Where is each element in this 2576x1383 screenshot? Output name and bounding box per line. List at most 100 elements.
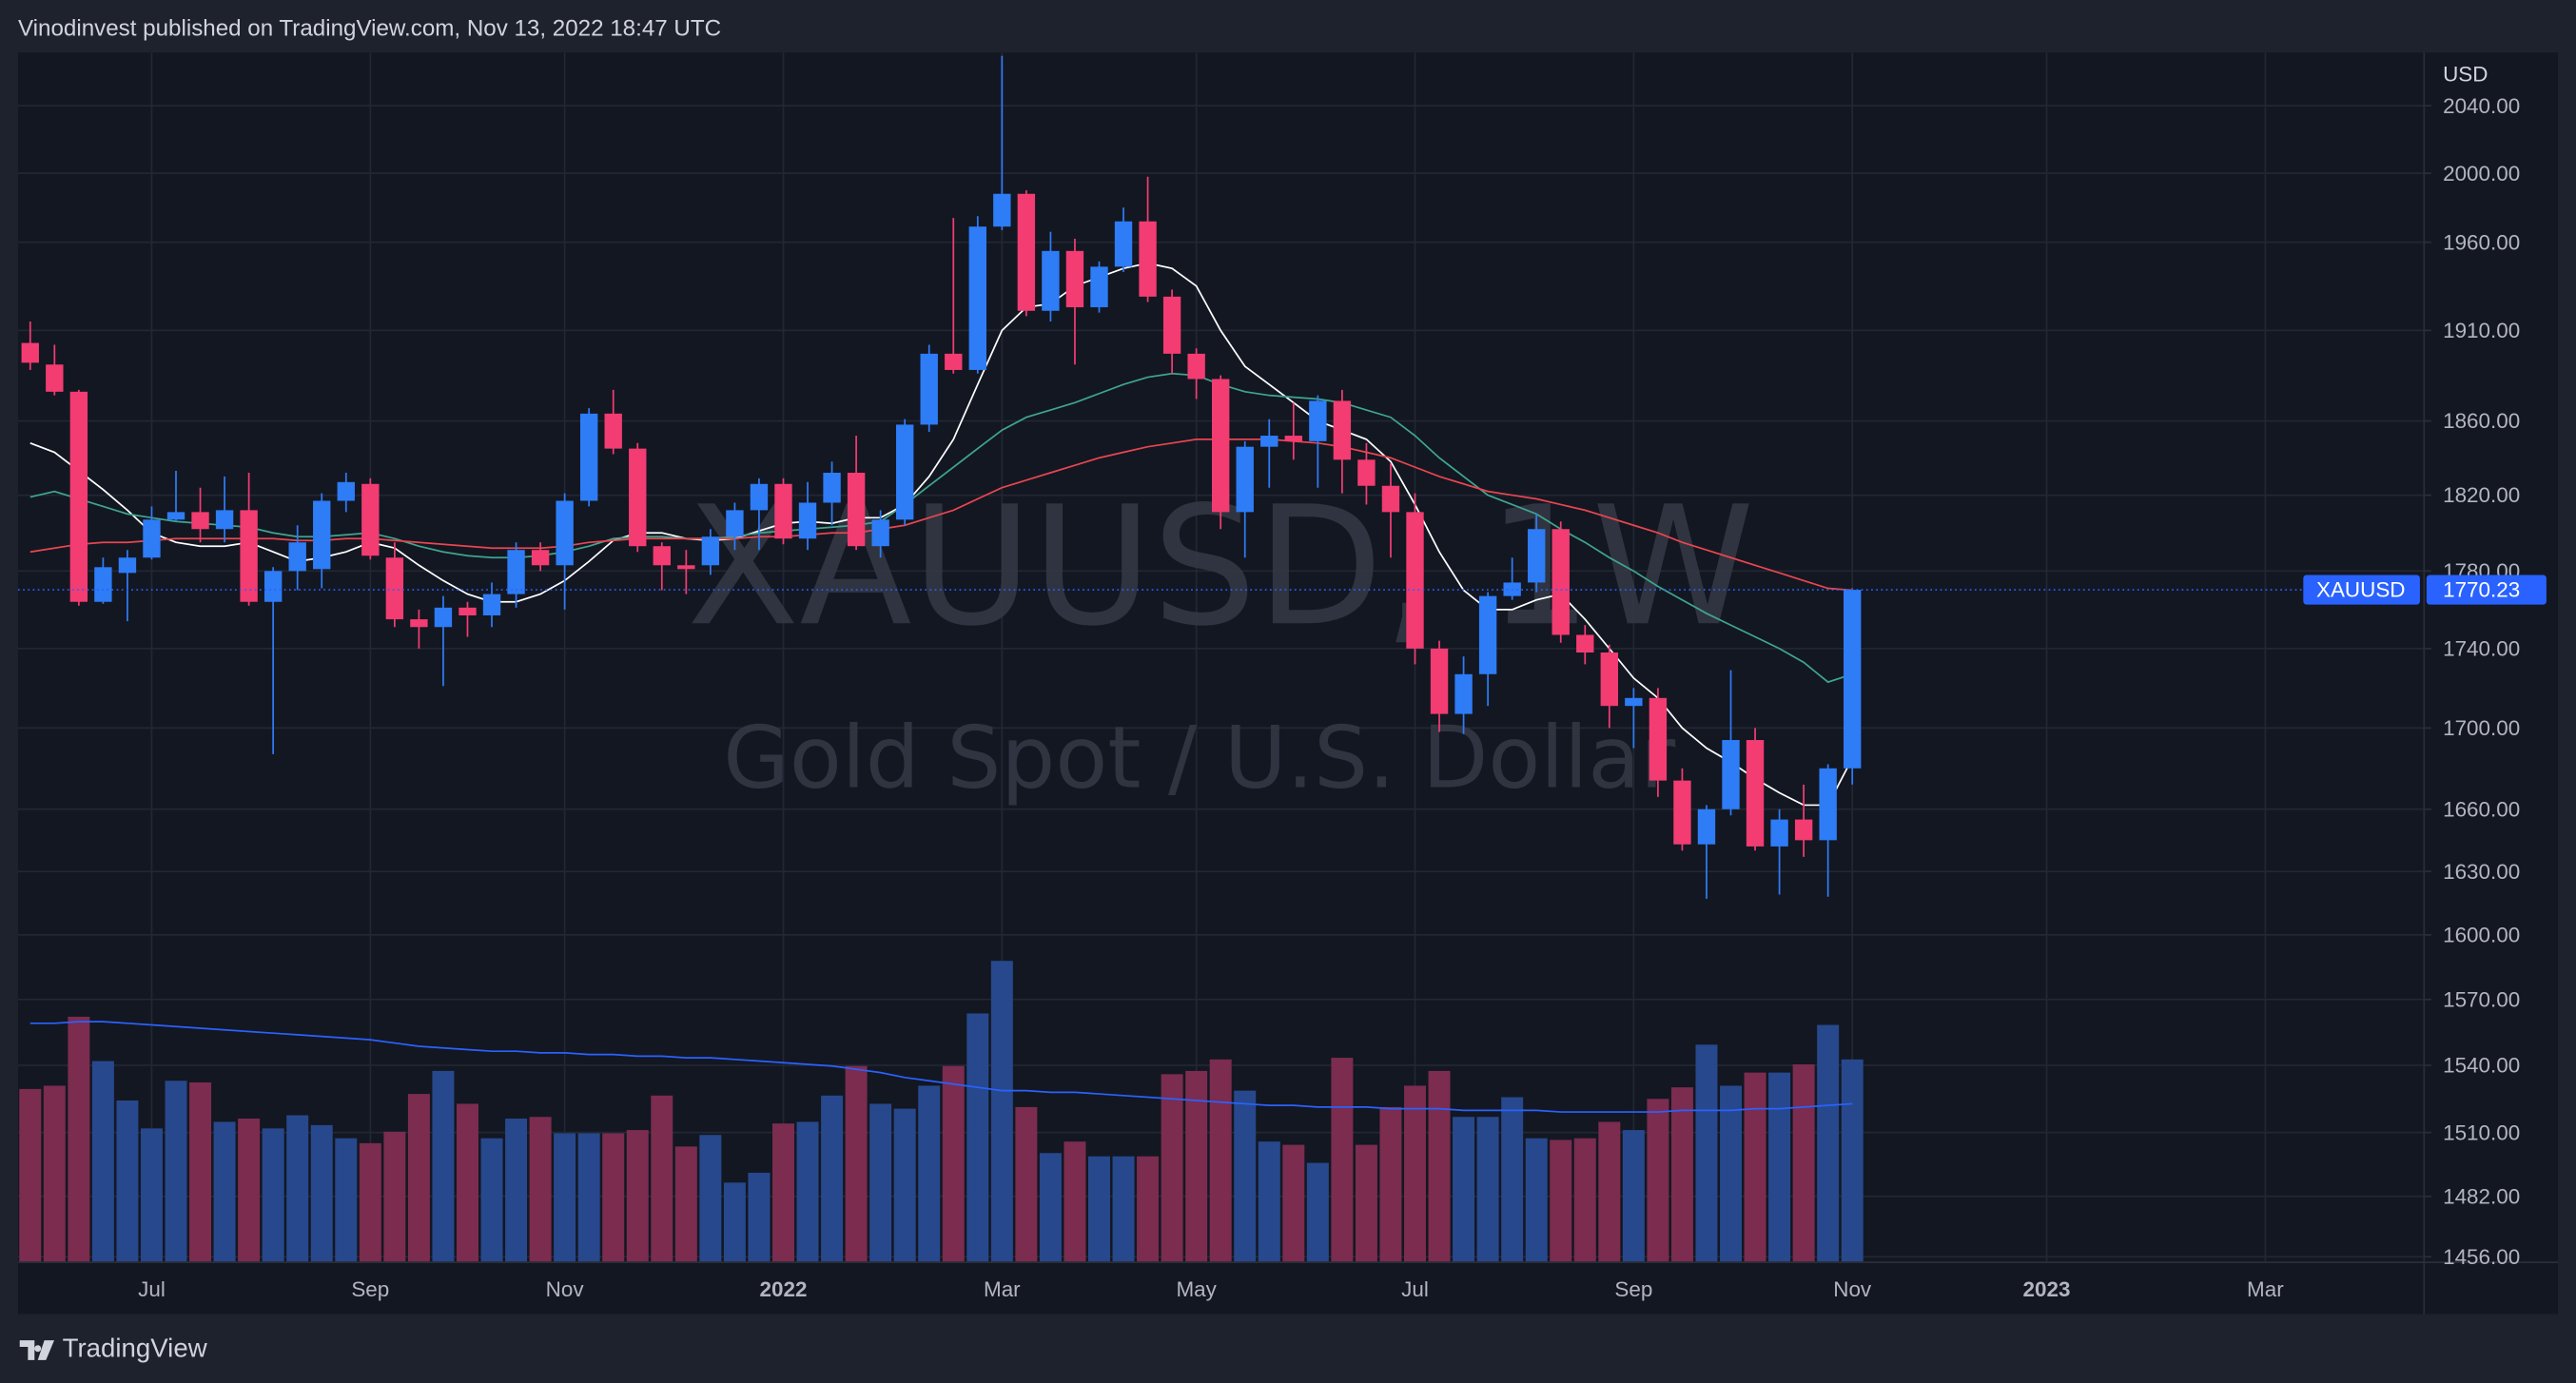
candle-body — [993, 193, 1011, 227]
volume-bar — [407, 1094, 430, 1262]
candle-body — [726, 510, 744, 537]
candle-body — [240, 510, 258, 602]
volume-bar — [1525, 1138, 1548, 1262]
candle-body — [677, 565, 695, 570]
candle-body — [1309, 400, 1327, 441]
volume-bar — [1234, 1090, 1257, 1262]
volume-bar — [869, 1103, 892, 1262]
volume-bar — [1428, 1070, 1451, 1262]
volume-bar — [335, 1138, 358, 1262]
candle-body — [1600, 653, 1619, 707]
volume-bar — [1598, 1121, 1621, 1262]
x-tick-label: Mar — [984, 1277, 1021, 1301]
y-tick-label: 1456.00 — [2443, 1245, 2520, 1269]
volume-bar — [432, 1070, 455, 1262]
candle-body — [410, 619, 428, 628]
x-tick-label: 2023 — [2023, 1277, 2071, 1301]
y-tick-label: 1600.00 — [2443, 924, 2520, 947]
candle-body — [1357, 459, 1376, 486]
candle-body — [166, 512, 185, 520]
y-tick-label: 1960.00 — [2443, 230, 2520, 254]
y-tick-label: 1910.00 — [2443, 319, 2520, 342]
volume-bar — [699, 1135, 722, 1262]
candle-body — [21, 342, 39, 363]
brand-logo — [19, 1340, 54, 1360]
x-tick-label: Nov — [1833, 1277, 1872, 1301]
candle-body — [895, 424, 914, 520]
volume-bar — [845, 1065, 868, 1262]
volume-bar — [1209, 1059, 1232, 1262]
candle-body — [1478, 595, 1497, 674]
candle-body — [288, 542, 306, 572]
volume-bar — [651, 1095, 673, 1262]
candle-body — [604, 413, 622, 449]
candle-body — [579, 413, 598, 501]
candle-body — [385, 557, 404, 620]
volume-bar — [310, 1124, 333, 1262]
y-tick-label: 1540.00 — [2443, 1054, 2520, 1078]
candle-body — [1454, 673, 1473, 714]
currency-label: USD — [2443, 62, 2488, 86]
x-tick-label: Sep — [351, 1277, 389, 1301]
volume-bar — [1550, 1140, 1572, 1262]
y-tick-label: 1510.00 — [2443, 1120, 2520, 1144]
volume-bar — [238, 1118, 261, 1262]
volume-bar — [213, 1121, 236, 1262]
candle-body — [313, 500, 331, 570]
candle-body — [1114, 221, 1133, 267]
volume-bar — [1622, 1130, 1645, 1262]
volume-bar — [748, 1172, 771, 1262]
volume-bar — [1306, 1162, 1329, 1262]
x-tick-label: Sep — [1614, 1277, 1652, 1301]
x-tick-label: Nov — [546, 1277, 585, 1301]
candle-body — [1649, 697, 1668, 781]
x-tick-label: Jul — [1401, 1277, 1429, 1301]
volume-bar — [1282, 1144, 1305, 1262]
brand-text[interactable]: TradingView — [63, 1334, 208, 1363]
volume-bar — [1453, 1117, 1475, 1262]
volume-bar — [1258, 1141, 1280, 1262]
candle-body — [215, 510, 234, 530]
volume-bar — [674, 1146, 697, 1262]
candle-body — [945, 353, 963, 370]
volume-bar — [1331, 1058, 1354, 1262]
plot — [17, 55, 2424, 1262]
volume-bar — [1573, 1138, 1596, 1262]
candle-body — [118, 557, 137, 574]
candle-body — [1381, 485, 1400, 513]
candle-body — [1844, 590, 1862, 769]
volume-bar — [723, 1182, 746, 1262]
candle-body — [1746, 740, 1765, 847]
volume-bar — [1841, 1059, 1864, 1262]
candle-body — [1673, 780, 1691, 845]
volume-bar — [456, 1103, 478, 1262]
candle-body — [361, 483, 380, 556]
moving-average-line — [29, 262, 1853, 807]
volume-bar — [554, 1133, 576, 1262]
candle-body — [1162, 296, 1181, 354]
volume-bar — [577, 1133, 600, 1262]
candle-body — [1576, 634, 1594, 653]
watermark-subtitle: Gold Spot / U.S. Dollar — [723, 709, 1675, 808]
candle-body — [968, 226, 986, 370]
y-tick-label: 1570.00 — [2443, 987, 2520, 1011]
price-tag-label: 1770.23 — [2443, 578, 2520, 602]
volume-bar — [286, 1115, 309, 1262]
candle-body — [1187, 353, 1205, 380]
y-tick-label: 1660.00 — [2443, 797, 2520, 821]
y-tick-label: 1630.00 — [2443, 860, 2520, 884]
moving-average-line — [29, 438, 1853, 592]
candle-body — [1236, 446, 1254, 513]
candle-body — [1406, 512, 1424, 649]
candle-body — [1284, 436, 1303, 441]
volume-bar — [1015, 1106, 1038, 1262]
volume-bar — [262, 1128, 284, 1262]
candle-body — [1697, 808, 1716, 845]
volume-bar — [821, 1095, 844, 1262]
price-tag — [2426, 575, 2547, 605]
volume-bar — [189, 1081, 212, 1262]
volume-bar — [1161, 1074, 1183, 1262]
volume-bar — [19, 1088, 42, 1262]
volume-bar — [1768, 1072, 1791, 1262]
